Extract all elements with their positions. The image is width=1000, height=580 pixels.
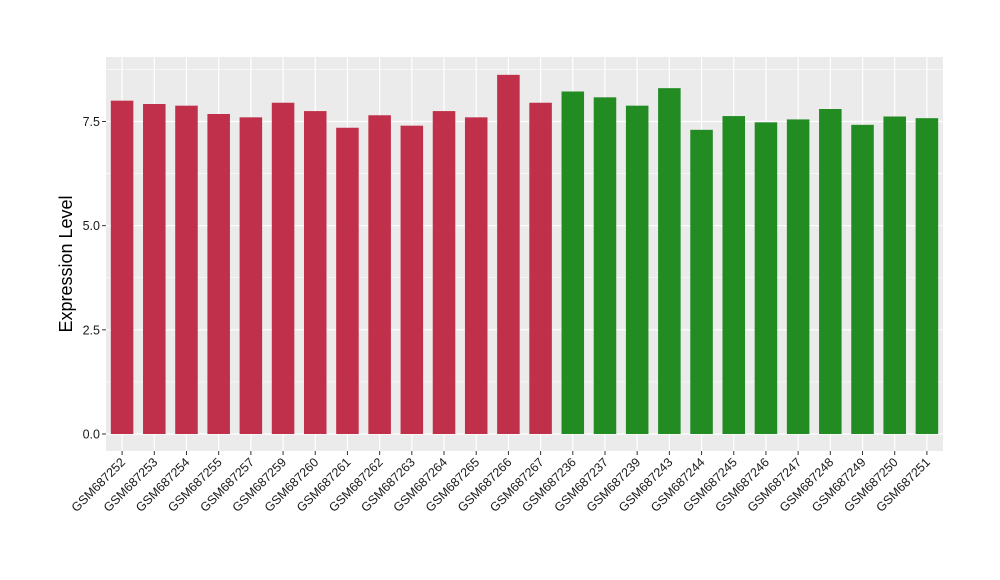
bar bbox=[336, 127, 359, 434]
bar bbox=[625, 105, 649, 435]
plot-panel bbox=[106, 57, 943, 451]
y-axis-title: Expression Level bbox=[56, 195, 76, 332]
bar bbox=[593, 97, 617, 434]
bar bbox=[851, 124, 874, 434]
bar bbox=[883, 116, 906, 434]
bars bbox=[110, 74, 939, 435]
bar bbox=[400, 125, 424, 435]
bar bbox=[464, 117, 488, 434]
bar bbox=[239, 117, 263, 434]
bar bbox=[915, 118, 939, 435]
bar bbox=[819, 109, 842, 434]
y-tick-label: 5.0 bbox=[83, 219, 100, 233]
y-tick-label: 7.5 bbox=[83, 115, 100, 129]
bar bbox=[722, 116, 746, 434]
bar bbox=[690, 129, 713, 435]
bar bbox=[432, 111, 456, 434]
y-tick-label: 2.5 bbox=[83, 323, 100, 337]
y-tick-label: 0.0 bbox=[83, 428, 100, 442]
bar bbox=[529, 102, 552, 434]
bar bbox=[658, 88, 681, 435]
bar bbox=[497, 74, 520, 434]
bar bbox=[271, 102, 295, 434]
bar bbox=[303, 111, 327, 434]
bar bbox=[143, 104, 166, 434]
bar bbox=[110, 100, 134, 435]
bar bbox=[175, 105, 198, 435]
x-axis-ticks: GSM687252GSM687253GSM687254GSM687255GSM6… bbox=[69, 451, 933, 515]
y-axis-ticks: 0.0 2.5 5.0 7.5 bbox=[83, 115, 106, 442]
bar bbox=[207, 114, 230, 434]
bar bbox=[561, 91, 585, 434]
bar bbox=[754, 122, 778, 434]
bar bbox=[786, 119, 810, 435]
bar bbox=[368, 115, 391, 434]
